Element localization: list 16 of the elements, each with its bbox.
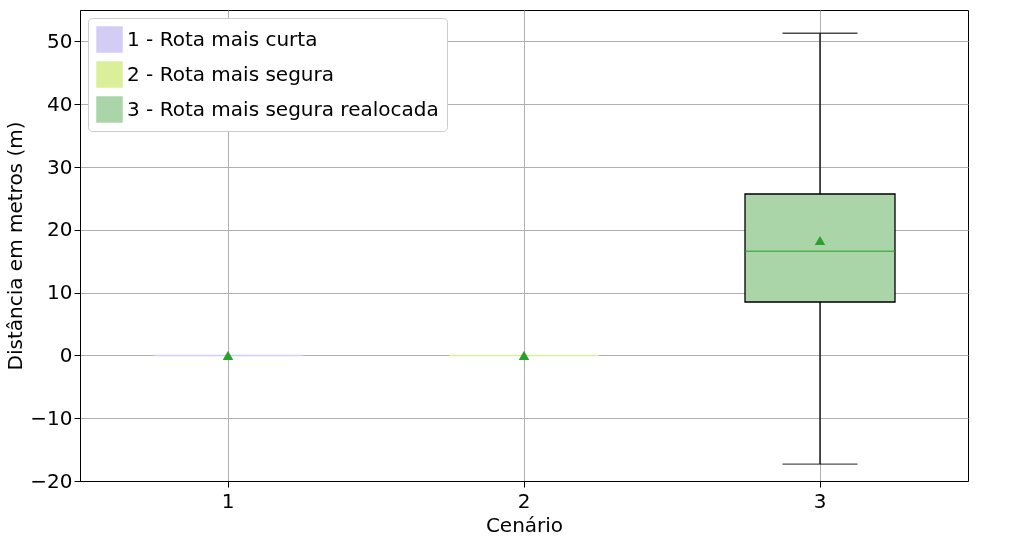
y-tick-label: −10 <box>30 405 73 430</box>
y-tick-label: 30 <box>47 154 73 179</box>
x-tick-label: 2 <box>517 488 531 513</box>
y-tick-label: −20 <box>30 468 73 493</box>
legend-label: 2 - Rota mais segura <box>127 61 334 86</box>
y-tick-label: 10 <box>47 280 73 305</box>
y-tick-label: 50 <box>47 28 73 53</box>
x-tick-label: 1 <box>221 488 235 513</box>
legend-label: 1 - Rota mais curta <box>127 26 318 51</box>
y-axis-title: Distância em metros (m) <box>3 121 28 371</box>
legend-label: 3 - Rota mais segura realocada <box>127 96 439 121</box>
y-tick-label: 40 <box>47 91 73 116</box>
x-axis-title: Cenário <box>485 512 564 537</box>
y-tick-label: 20 <box>47 217 73 242</box>
y-tick-label: 0 <box>59 342 73 367</box>
x-tick-label: 3 <box>813 488 827 513</box>
